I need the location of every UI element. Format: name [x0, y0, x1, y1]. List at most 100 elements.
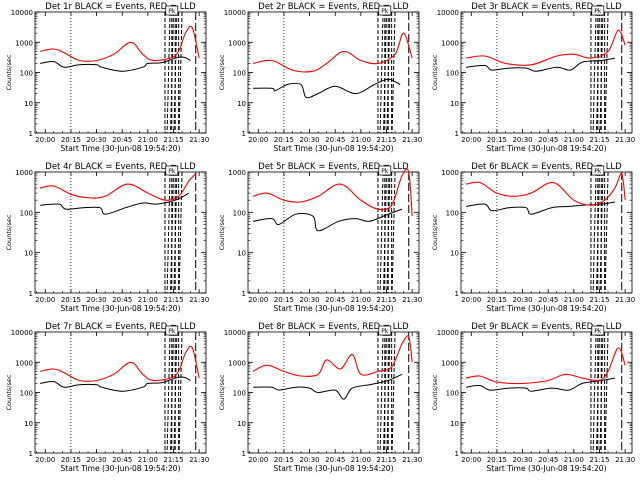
y-axis-label: Counts/sec — [431, 54, 439, 90]
time-marker-dashed — [596, 331, 601, 454]
panel-title: Det 9r BLACK = Events, RED = LLD — [471, 322, 622, 332]
y-tick-label: 10 — [450, 250, 459, 258]
flag-box — [165, 5, 179, 16]
y-axis-label: Counts/sec — [218, 54, 226, 90]
x-tick-label: 20:30 — [299, 136, 319, 144]
x-tick-label: 20:30 — [86, 456, 106, 464]
x-tick-label: 20:15 — [61, 136, 81, 144]
events-series-line — [466, 201, 615, 215]
y-axis-label: Counts/sec — [5, 374, 13, 410]
y-tick-label: 100 — [446, 70, 459, 78]
detector-chart-svg: Det 7r BLACK = Events, RED = LLD 1 10 100 10… — [5, 322, 209, 473]
time-marker-dashed — [383, 171, 388, 294]
panel-title: Det 7r BLACK = Events, RED = LLD — [45, 322, 196, 332]
x-tick-label: 20:00 — [35, 136, 55, 144]
x-tick-label: 20:45 — [325, 456, 345, 464]
flag-box — [591, 325, 605, 336]
y-tick-label: 100 — [20, 70, 33, 78]
x-tick-label: 21:15 — [376, 296, 396, 304]
x-tick-label: 21:30 — [402, 136, 422, 144]
y-tick-label: 10 — [450, 100, 459, 108]
events-series-line — [253, 373, 403, 400]
time-marker-dashed — [599, 171, 604, 294]
time-marker-dashed — [178, 11, 183, 134]
x-tick-label: 20:15 — [274, 136, 294, 144]
y-tick-label: 10 — [24, 100, 33, 108]
x-axis-label: Start Time (30-Jun-08 19:54:20) — [274, 464, 394, 473]
y-axis-label: Counts/sec — [431, 214, 439, 250]
y-tick-label: 10 — [24, 420, 33, 428]
x-tick-label: 20:45 — [112, 136, 132, 144]
detector-chart-svg: Det 3r BLACK = Events, RED = LLD 1 10 100 10… — [431, 2, 635, 153]
x-tick-label: 20:45 — [538, 136, 558, 144]
x-tick-label: 20:30 — [512, 456, 532, 464]
detector-panel-7: Det 7r BLACK = Events, RED = LLD 1 10 100 10… — [0, 320, 213, 480]
x-axis-label: Start Time (30-Jun-08 19:54:20) — [61, 304, 181, 313]
flag-box-label: Pk — [594, 8, 602, 15]
y-tick-label: 10000 — [11, 329, 33, 337]
x-tick-label: 20:45 — [325, 296, 345, 304]
x-tick-label: 21:00 — [564, 136, 584, 144]
y-tick-label: 1 — [29, 450, 33, 458]
y-tick-label: 1 — [242, 450, 246, 458]
y-tick-label: 10000 — [224, 329, 246, 337]
detector-panel-4: Det 4r BLACK = Events, RED = LLD 1 10 100 10… — [0, 160, 213, 320]
x-axis-label: Start Time (30-Jun-08 19:54:20) — [274, 304, 394, 313]
detector-chart-svg: Det 6r BLACK = Events, RED = LLD 1 10 100 10… — [431, 162, 635, 313]
flag-box-label: Pk — [168, 8, 176, 15]
flag-box-label: Pk — [168, 168, 176, 175]
events-series-line — [466, 57, 615, 72]
detector-chart-svg: Det 4r BLACK = Events, RED = LLD 1 10 100 10… — [5, 162, 209, 313]
panel-title: Det 1r BLACK = Events, RED = LLD — [45, 2, 196, 12]
y-tick-label: 1000 — [441, 359, 459, 367]
events-series-line — [40, 56, 191, 72]
x-tick-label: 21:15 — [163, 296, 183, 304]
detector-chart-svg: Det 5r BLACK = Events, RED = LLD 1 10 100 10… — [218, 162, 422, 313]
time-marker-dashed — [379, 331, 384, 454]
flag-box — [378, 325, 392, 336]
x-tick-label: 21:00 — [351, 136, 371, 144]
time-marker-dashed — [599, 11, 604, 134]
y-tick-label: 1 — [455, 130, 459, 138]
x-tick-label: 20:45 — [538, 296, 558, 304]
x-tick-label: 21:30 — [402, 456, 422, 464]
x-tick-label: 20:45 — [112, 296, 132, 304]
x-tick-label: 21:00 — [138, 456, 158, 464]
time-marker-dashed — [596, 11, 601, 134]
plot-frame — [247, 171, 420, 294]
time-marker-dashed — [379, 171, 384, 294]
time-marker-dashed — [604, 171, 609, 294]
x-tick-label: 21:15 — [589, 456, 609, 464]
time-marker-dashed — [386, 171, 391, 294]
panel-title: Det 3r BLACK = Events, RED = LLD — [471, 2, 622, 12]
flag-box — [165, 165, 179, 176]
y-tick-label: 1000 — [228, 359, 246, 367]
x-tick-label: 21:00 — [138, 296, 158, 304]
x-tick-label: 21:30 — [189, 136, 209, 144]
y-tick-label: 100 — [446, 390, 459, 398]
y-tick-label: 10 — [24, 250, 33, 258]
x-tick-label: 20:45 — [538, 456, 558, 464]
y-tick-label: 1000 — [441, 169, 459, 177]
x-tick-label: 20:00 — [35, 296, 55, 304]
x-tick-label: 21:15 — [589, 136, 609, 144]
x-tick-label: 21:15 — [589, 296, 609, 304]
x-tick-label: 21:15 — [376, 136, 396, 144]
x-tick-label: 20:15 — [487, 456, 507, 464]
x-axis-label: Start Time (30-Jun-08 19:54:20) — [487, 464, 607, 473]
detector-chart-svg: Det 8r BLACK = Events, RED = LLD 1 10 100 10… — [218, 322, 422, 473]
y-tick-label: 10 — [237, 250, 246, 258]
time-marker-dashed — [173, 171, 178, 294]
y-tick-label: 10000 — [224, 9, 246, 17]
x-axis-label: Start Time (30-Jun-08 19:54:20) — [61, 144, 181, 153]
detector-chart-svg: Det 9r BLACK = Events, RED = LLD 1 10 100 10… — [431, 322, 635, 473]
y-tick-label: 1 — [29, 130, 33, 138]
x-tick-label: 21:00 — [351, 456, 371, 464]
x-tick-label: 20:30 — [299, 456, 319, 464]
time-marker-dashed — [166, 171, 171, 294]
time-marker-dashed — [391, 171, 396, 294]
y-tick-label: 10000 — [437, 329, 459, 337]
flag-box — [378, 165, 392, 176]
flag-box-label: Pk — [381, 328, 389, 335]
time-marker-dashed — [178, 171, 183, 294]
